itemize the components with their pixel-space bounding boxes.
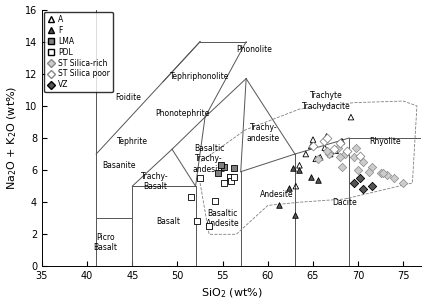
Point (307, 144, 314, 148)
Point (227, 179, 233, 184)
Point (221, 181, 227, 185)
Point (340, 151, 347, 156)
Text: Dacite: Dacite (331, 198, 356, 207)
Point (325, 151, 332, 156)
Point (221, 164, 227, 169)
Point (285, 185, 291, 190)
Point (349, 155, 356, 160)
Point (193, 219, 200, 224)
Point (311, 156, 318, 161)
Point (338, 164, 345, 169)
Point (187, 195, 194, 200)
Point (320, 139, 326, 144)
Text: Basaltic
Andesite: Basaltic Andesite (205, 209, 239, 228)
Point (226, 174, 233, 179)
Text: Basanite: Basanite (102, 161, 135, 170)
Point (230, 166, 237, 171)
Text: Basalt: Basalt (156, 217, 180, 226)
Point (399, 181, 406, 185)
Point (368, 184, 374, 188)
Legend: A, F, LMA, PDL, ST Silica-rich, ST Silica poor, VZ: A, F, LMA, PDL, ST Silica-rich, ST Silic… (44, 12, 112, 92)
Point (347, 115, 354, 120)
Point (338, 139, 345, 144)
Text: Foidite: Foidite (115, 93, 141, 102)
Point (379, 171, 386, 176)
Text: Basaltic
Trachy-
andesite: Basaltic Trachy- andesite (192, 144, 225, 174)
Text: Phonotephrite: Phonotephrite (155, 110, 209, 118)
Text: Picro
Basalt: Picro Basalt (93, 233, 117, 252)
Point (321, 145, 328, 150)
Point (316, 155, 323, 160)
Text: Andesite: Andesite (259, 190, 293, 199)
Point (331, 148, 338, 153)
Point (377, 171, 383, 176)
Text: Trachy-
andesite: Trachy- andesite (246, 124, 279, 143)
Point (302, 151, 308, 156)
Point (383, 173, 390, 177)
Point (326, 151, 333, 156)
Y-axis label: Na$_2$O + K$_2$O (wt%): Na$_2$O + K$_2$O (wt%) (6, 86, 19, 190)
Point (230, 174, 236, 179)
Point (356, 176, 363, 181)
Point (322, 148, 329, 153)
Point (365, 169, 371, 174)
Point (322, 136, 329, 140)
Text: Tephriphonolite: Tephriphonolite (170, 73, 229, 81)
Text: Tephrite: Tephrite (117, 137, 147, 146)
Point (314, 156, 320, 161)
Point (349, 181, 356, 185)
Point (226, 174, 233, 179)
Point (205, 224, 212, 229)
Point (275, 203, 282, 208)
Point (358, 187, 365, 192)
Point (358, 160, 365, 165)
Point (322, 134, 329, 139)
Point (291, 213, 298, 218)
Point (343, 148, 350, 153)
Point (307, 174, 314, 179)
Text: Phonolite: Phonolite (236, 45, 272, 54)
Text: Rhyolite: Rhyolite (368, 137, 400, 146)
Point (212, 198, 219, 203)
Point (354, 168, 361, 173)
Point (356, 153, 363, 158)
Point (295, 163, 302, 168)
Point (217, 163, 224, 168)
Point (214, 171, 221, 176)
Point (352, 145, 359, 150)
Point (330, 147, 337, 152)
Point (292, 184, 299, 188)
Point (196, 176, 203, 181)
Point (309, 144, 316, 148)
Point (336, 140, 343, 145)
Text: Trachyte
Trachydacite: Trachyte Trachydacite (302, 91, 350, 111)
Text: Trachy-
Basalt: Trachy- Basalt (141, 172, 168, 191)
Point (309, 137, 316, 142)
Point (314, 177, 320, 182)
Point (289, 166, 296, 171)
Point (295, 168, 302, 173)
Point (334, 145, 341, 150)
Point (336, 155, 343, 160)
X-axis label: SiO$_2$ (wt%): SiO$_2$ (wt%) (200, 287, 262, 300)
Point (368, 164, 374, 169)
Point (390, 176, 397, 181)
